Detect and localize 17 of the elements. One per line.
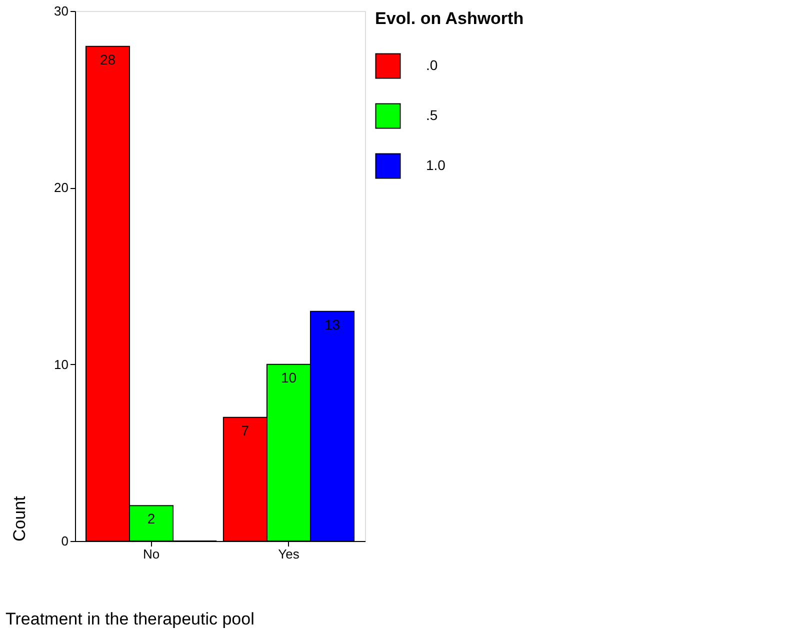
y-tick-label: 10 [54, 356, 68, 372]
x-tick-label: Yes [278, 546, 300, 562]
data-label: 28 [100, 51, 116, 68]
legend-label: 1.0 [426, 157, 446, 173]
y-axis-title: Count [10, 496, 30, 542]
legend-label: .0 [426, 57, 438, 73]
y-tick-label: 0 [61, 534, 68, 548]
x-axis-title: Treatment in the therapeutic pool [6, 610, 254, 628]
legend-title: Evol. on Ashworth [375, 9, 524, 28]
x-tick-label: No [142, 546, 160, 562]
y-tick-label: 20 [54, 180, 68, 196]
y-tick-label: 30 [54, 4, 68, 18]
data-label: 10 [280, 369, 297, 386]
data-label: 13 [324, 316, 340, 332]
data-label: 7 [241, 422, 250, 438]
legend-label: .5 [426, 107, 438, 123]
data-label: 2 [147, 510, 156, 527]
